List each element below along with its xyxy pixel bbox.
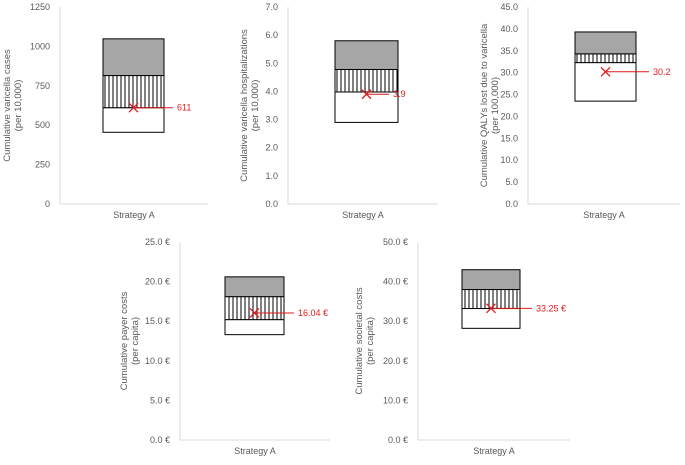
hosp-bar-segment-hatch — [334, 68, 399, 93]
qaly-y-tick-label: 45.0 — [500, 2, 518, 12]
payer-y-tick-label: 5.0 € — [150, 395, 170, 405]
hosp-x-category-label: Strategy A — [342, 210, 384, 220]
qaly-y-axis-title: Cumulative QALYs lost due to varicella — [479, 23, 490, 187]
hosp-y-tick-label: 4.0 — [265, 86, 278, 96]
qaly-y-tick-label: 10.0 — [500, 155, 518, 165]
societal-y-tick-label: 10.0 € — [383, 395, 408, 405]
societal-y-tick-label: 50.0 € — [383, 237, 408, 247]
qaly-y-axis-title: (per 100,000) — [490, 77, 501, 134]
societal-y-tick-label: 40.0 € — [383, 277, 408, 287]
societal-bar-segment-gray — [461, 269, 521, 291]
hosp-bar-segment-gray — [334, 40, 399, 70]
cases-bar-segment-white — [102, 107, 165, 133]
payer-y-axis-title: (per capita) — [130, 317, 141, 365]
societal-point-label: 33.25 € — [536, 303, 566, 313]
cases-bar-segment-hatch — [102, 75, 165, 109]
hosp-y-tick-label: 2.0 — [265, 143, 278, 153]
hosp-y-tick-label: 6.0 — [265, 30, 278, 40]
payer-y-tick-label: 15.0 € — [145, 316, 170, 326]
cases-y-axis-title: (per 10,000) — [13, 80, 24, 132]
qaly-y-tick-label: 25.0 — [500, 90, 518, 100]
qaly-y-tick-label: 0.0 — [505, 199, 518, 209]
payer-bar-segment-hatch — [224, 296, 285, 321]
societal-x-category-label: Strategy A — [473, 446, 515, 456]
qaly-bar-segment-white — [574, 62, 637, 102]
cases-y-tick-label: 750 — [35, 81, 50, 91]
qaly-point-label: 30.2 — [653, 67, 671, 77]
payer-y-tick-label: 20.0 € — [145, 277, 170, 287]
payer-y-tick-label: 25.0 € — [145, 237, 170, 247]
societal-bar-segment-white — [461, 308, 521, 329]
qaly-bar-segment-hatch — [574, 53, 637, 64]
qaly-y-tick-label: 30.0 — [500, 68, 518, 78]
societal-y-tick-label: 0.0 € — [388, 435, 408, 445]
qaly-y-tick-label: 5.0 — [505, 177, 518, 187]
hosp-y-axis-title: (per 10,000) — [250, 80, 261, 132]
cases-y-axis-title: Cumulative varicella cases — [2, 49, 13, 162]
payer-bar-segment-white — [224, 319, 285, 336]
hosp-y-tick-label: 3.0 — [265, 115, 278, 125]
cases-y-tick-label: 0 — [45, 199, 50, 209]
societal-bar-segment-hatch — [461, 289, 521, 310]
cases-point-label: 611 — [177, 103, 191, 113]
hosp-y-axis-title: Cumulative varicella hospitalizations — [239, 29, 250, 182]
hosp-point-label: 3.9 — [393, 89, 406, 99]
cases-x-category-label: Strategy A — [113, 210, 155, 220]
qaly-x-category-label: Strategy A — [583, 210, 625, 220]
payer-y-tick-label: 0.0 € — [150, 435, 170, 445]
payer-x-category-label: Strategy A — [234, 446, 276, 456]
hosp-y-tick-label: 1.0 — [265, 171, 278, 181]
cases-y-tick-label: 500 — [35, 120, 50, 130]
payer-point-label: 16.04 € — [298, 308, 328, 318]
hosp-y-tick-label: 0.0 — [265, 199, 278, 209]
hosp-y-tick-label: 5.0 — [265, 58, 278, 68]
payer-y-tick-label: 10.0 € — [145, 356, 170, 366]
cases-y-tick-label: 1000 — [30, 41, 50, 51]
societal-y-tick-label: 20.0 € — [383, 356, 408, 366]
societal-y-axis-title: (per capita) — [365, 317, 376, 365]
qaly-y-tick-label: 35.0 — [500, 46, 518, 56]
payer-bar-segment-gray — [224, 276, 285, 298]
qaly-y-tick-label: 15.0 — [500, 133, 518, 143]
qaly-y-tick-label: 20.0 — [500, 111, 518, 121]
cases-bar-segment-gray — [102, 38, 165, 77]
payer-y-axis-title: Cumulative payer costs — [119, 291, 130, 390]
qaly-y-tick-label: 40.0 — [500, 24, 518, 34]
cases-y-tick-label: 250 — [35, 160, 50, 170]
societal-y-axis-title: Cumulative societal costs — [354, 287, 365, 394]
qaly-bar-segment-gray — [574, 31, 637, 55]
hosp-y-tick-label: 7.0 — [265, 2, 278, 12]
hosp-bar-segment-white — [334, 91, 399, 123]
cases-y-tick-label: 1250 — [30, 2, 50, 12]
societal-y-tick-label: 30.0 € — [383, 316, 408, 326]
